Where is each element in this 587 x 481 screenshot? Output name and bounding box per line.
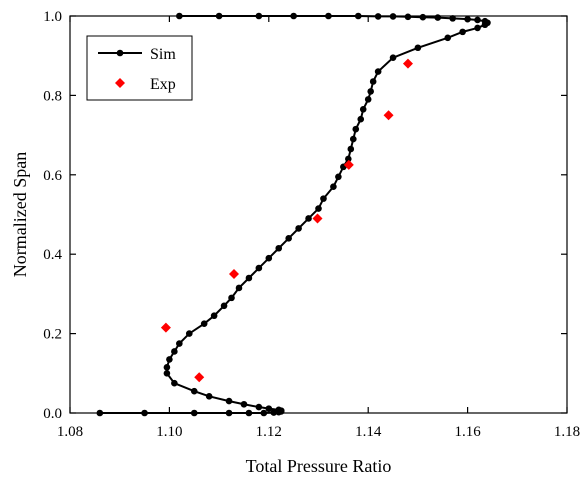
legend-exp-label: Exp: [150, 76, 176, 93]
sim-data-point: [190, 409, 198, 417]
sim-data-point: [364, 96, 372, 103]
legend: Sim Exp: [86, 35, 193, 101]
sim-data-point: [295, 225, 302, 232]
x-axis-label: Total Pressure Ratio: [246, 456, 392, 476]
sim-data-point: [404, 13, 412, 21]
x-tick-label: 1.18: [554, 424, 580, 440]
sim-data-point: [235, 284, 243, 292]
sim-data-point: [96, 409, 104, 417]
sim-data-point: [481, 17, 489, 25]
sim-data-point: [320, 195, 327, 202]
x-tick-label: 1.12: [256, 424, 282, 440]
sim-data-point: [374, 68, 382, 75]
sim-data-point: [220, 302, 228, 310]
sim-data-point: [275, 406, 283, 414]
sim-data-point: [166, 356, 173, 363]
sim-data-point: [349, 135, 357, 143]
sim-data-point: [374, 13, 382, 20]
sim-data-point: [345, 155, 352, 163]
sim-data-point: [359, 105, 367, 113]
sim-data-point: [367, 88, 374, 95]
sim-data-point: [474, 24, 481, 32]
sim-data-point: [163, 370, 171, 377]
legend-sim-marker: [116, 49, 124, 57]
sim-data-point: [315, 205, 322, 212]
sim-data-point: [228, 294, 235, 302]
sim-data-point: [285, 235, 292, 242]
legend-sim-label: Sim: [150, 46, 176, 63]
sim-data-point: [325, 12, 332, 20]
sim-data-point: [474, 16, 481, 24]
sim-data-point: [434, 14, 442, 21]
sim-data-point: [335, 173, 342, 181]
sim-data-point: [347, 145, 355, 153]
sim-data-point: [255, 12, 263, 20]
sim-data-point: [205, 393, 213, 400]
sim-data-point: [245, 274, 253, 282]
sim-data-point: [389, 13, 397, 20]
sim-data-point: [330, 183, 337, 191]
sim-data-point: [414, 44, 422, 52]
sim-data-point: [354, 12, 362, 20]
sim-data-point: [225, 409, 233, 417]
sim-data-point: [171, 348, 178, 355]
sim-data-point: [275, 244, 283, 252]
exp-data-point: [160, 322, 171, 333]
sim-data-point: [305, 215, 312, 222]
sim-data-point: [176, 340, 183, 347]
x-tick-label: 1.16: [454, 424, 481, 440]
sim-data-point: [200, 320, 208, 327]
exp-data-point: [402, 58, 413, 69]
sim-data-point: [240, 400, 248, 408]
x-tick-label: 1.10: [156, 424, 182, 440]
y-tick-label: 1.0: [43, 9, 62, 25]
sim-data-point: [245, 409, 253, 417]
x-tick-label: 1.08: [57, 424, 83, 440]
sim-data-point: [260, 409, 268, 417]
sim-data-point: [444, 34, 452, 42]
y-tick-label: 0.2: [43, 327, 62, 343]
sim-data-point: [225, 397, 233, 405]
sim-data-point: [357, 115, 365, 123]
sim-data-point: [389, 54, 397, 61]
series-layer: [96, 12, 491, 417]
sim-data-point: [419, 13, 427, 21]
sim-data-point: [210, 312, 218, 320]
sim-data-point: [185, 330, 193, 337]
y-tick-label: 0.4: [43, 247, 62, 263]
exp-data-point: [194, 372, 205, 383]
sim-data-point: [255, 264, 263, 272]
sim-data-point: [255, 403, 263, 411]
y-axis-label: Normalized Span: [10, 152, 30, 277]
sim-data-point: [459, 28, 466, 36]
sim-data-point: [449, 15, 456, 22]
sim-data-point: [290, 12, 297, 20]
tick-labels: 1.08 1.10 1.12 1.14 1.16 1.18 0.0 0.2 0.4 0.6 0.8 1…: [43, 9, 580, 440]
sim-data-point: [265, 405, 273, 412]
x-tick-label: 1.14: [355, 424, 382, 440]
exp-data-point: [229, 269, 240, 280]
y-tick-label: 0.8: [43, 88, 62, 104]
sim-data-point: [265, 254, 273, 262]
exp-data-point: [383, 110, 394, 121]
sim-data-point: [270, 409, 278, 416]
sim-data-point: [163, 364, 171, 371]
sim-data-point: [464, 15, 471, 23]
sim-data-point: [352, 125, 360, 133]
y-tick-label: 0.0: [43, 406, 62, 422]
exp-data-point: [312, 213, 323, 224]
sim-data-point: [190, 387, 198, 395]
sim-data-point: [171, 379, 178, 387]
sim-data-point: [141, 409, 148, 417]
legend-exp-marker: [115, 78, 125, 88]
legend-box: [86, 35, 193, 101]
sim-data-point: [369, 78, 377, 85]
y-tick-label: 0.6: [43, 168, 62, 184]
exp-data-point: [343, 159, 354, 170]
sim-data-point: [176, 12, 183, 20]
sim-data-point: [215, 12, 223, 20]
